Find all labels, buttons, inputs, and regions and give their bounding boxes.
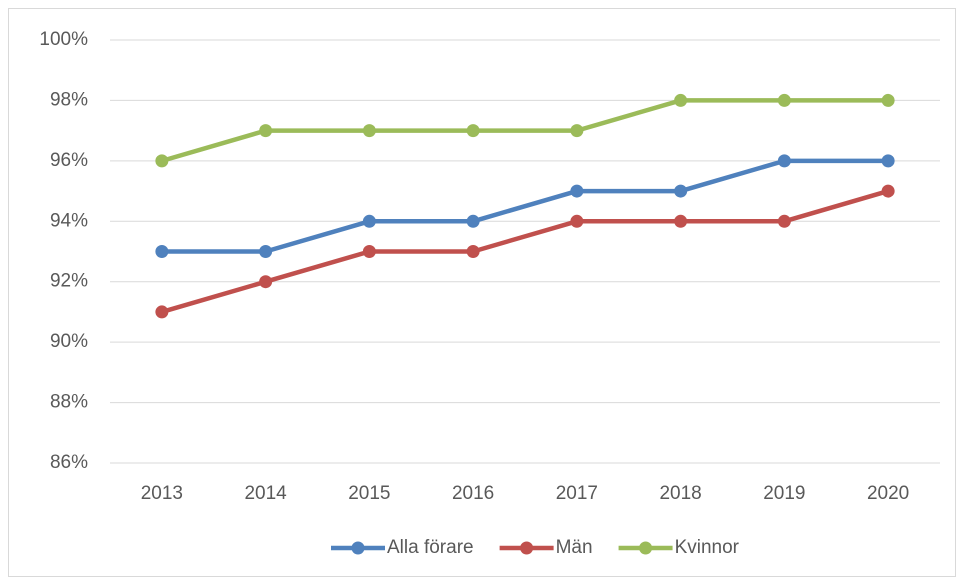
- data-point: [466, 245, 480, 258]
- data-point: [777, 214, 791, 228]
- x-tick-label: 2016: [452, 483, 494, 504]
- legend-marker: [520, 541, 534, 555]
- data-point: [881, 154, 895, 168]
- data-point: [674, 184, 688, 198]
- x-tick-label: 2017: [556, 483, 598, 504]
- y-tick-label: 96%: [50, 150, 88, 171]
- data-point: [570, 184, 584, 198]
- x-tick-label: 2018: [659, 483, 701, 504]
- y-tick-label: 100%: [39, 29, 88, 50]
- x-tick-label: 2013: [141, 483, 183, 504]
- legend-label: Kvinnor: [675, 537, 740, 558]
- data-point: [674, 93, 688, 107]
- x-tick-label: 2015: [348, 483, 390, 504]
- y-tick-label: 94%: [50, 210, 88, 231]
- series-line: [161, 188, 889, 315]
- data-point: [570, 214, 584, 228]
- y-tick-label: 88%: [50, 392, 88, 413]
- data-point: [362, 245, 376, 258]
- x-tick-label: 2020: [867, 483, 909, 504]
- data-point: [155, 245, 169, 258]
- data-point: [155, 305, 169, 319]
- x-tick-label: 2019: [763, 483, 805, 504]
- data-point: [674, 214, 688, 228]
- data-point: [466, 214, 480, 228]
- data-point: [155, 154, 169, 168]
- data-point: [881, 93, 895, 107]
- data-point: [881, 184, 895, 198]
- legend-marker: [351, 541, 365, 555]
- x-tick-label: 2014: [244, 483, 287, 504]
- data-point: [777, 93, 791, 107]
- data-point: [570, 124, 584, 138]
- data-point: [362, 124, 376, 138]
- chart-frame: [8, 8, 956, 577]
- data-point: [259, 245, 273, 258]
- legend-marker: [639, 541, 653, 555]
- data-point: [777, 154, 791, 168]
- data-point: [466, 124, 480, 138]
- y-tick-label: 90%: [50, 331, 88, 352]
- series-line: [161, 98, 889, 164]
- data-point: [259, 124, 273, 138]
- legend-label: Män: [556, 537, 593, 558]
- data-point: [259, 275, 273, 289]
- y-tick-label: 92%: [50, 271, 88, 292]
- series-line: [161, 158, 889, 254]
- legend-label: Alla förare: [387, 537, 474, 558]
- y-tick-label: 86%: [50, 452, 88, 473]
- data-point: [362, 214, 376, 228]
- y-tick-label: 98%: [50, 89, 88, 110]
